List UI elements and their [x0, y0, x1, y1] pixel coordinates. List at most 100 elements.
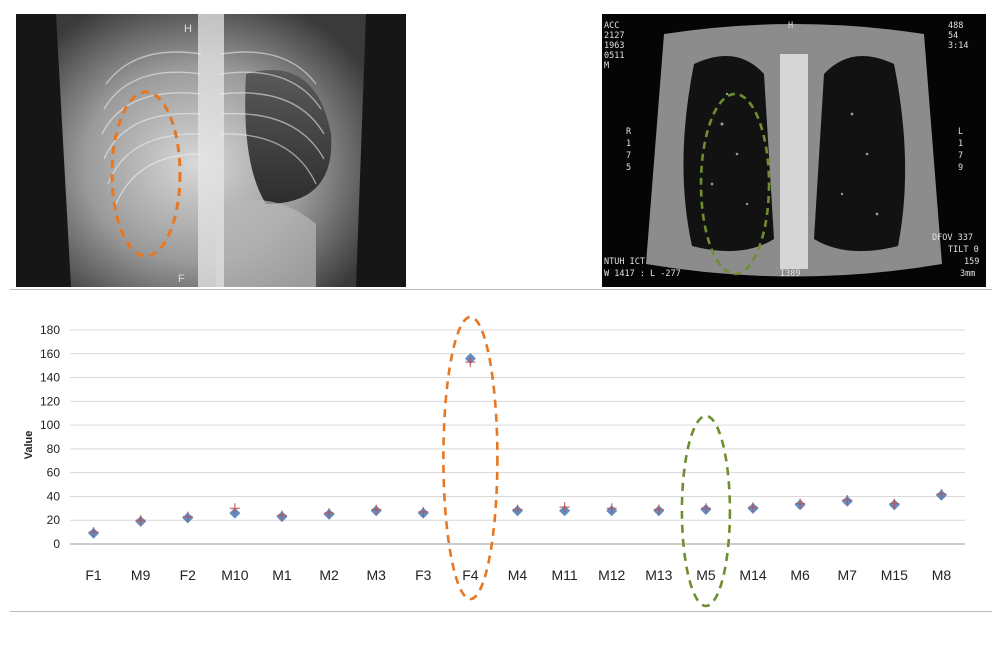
y-tick-labels: 0 20 40 60 80 100 120 140 160 180	[40, 323, 60, 551]
x-tick-label-m2: M2	[319, 567, 339, 583]
ct-right-lung	[683, 56, 774, 252]
y-tick-label: 120	[40, 394, 60, 408]
ct-header-left-2: 1963	[604, 41, 624, 51]
abdomen-shadow	[216, 199, 316, 287]
x-tick-label-m12: M12	[598, 567, 625, 583]
x-tick-label-m13: M13	[645, 567, 672, 583]
ct-footer-right-2: 159	[964, 257, 979, 267]
point-plus-m13	[653, 504, 664, 515]
ct-header-right-0: 488	[948, 21, 963, 31]
ct-header-left-0: ACC	[604, 21, 619, 31]
chart-points	[88, 353, 947, 539]
bottom-divider	[10, 611, 992, 612]
ct-spine-segments	[780, 73, 808, 215]
rib-lines	[101, 51, 325, 210]
ct-side-right-0: L	[958, 127, 963, 137]
highlight-ellipse-m5	[680, 414, 732, 608]
chest-ct-image: ACC 2127 1963 0511 M 488 54 3:14 H R 1 7…	[602, 14, 986, 287]
x-tick-label-m6: M6	[790, 567, 810, 583]
point-plus-m15	[889, 498, 900, 509]
point-plus-m5	[700, 503, 711, 514]
ct-header-left-1: 2127	[604, 31, 624, 41]
y-tick-label: 20	[47, 513, 61, 527]
x-tick-label-m11: M11	[552, 567, 578, 583]
chart-highlights	[442, 315, 732, 608]
x-tick-label-f2: F2	[180, 567, 197, 583]
ct-spine	[780, 54, 808, 269]
ct-side-right-3: 9	[958, 163, 963, 173]
chest-xray-image: H F	[16, 14, 406, 287]
point-plus-m1	[276, 510, 287, 521]
xray-bottom-marker: F	[178, 273, 185, 285]
chest-ct-graphic: ACC 2127 1963 0511 M 488 54 3:14 H R 1 7…	[602, 14, 986, 287]
y-tick-label: 60	[47, 466, 61, 480]
ct-footer-right-0: DFOV 337	[932, 233, 973, 243]
ct-footer-right-3: 3mm	[960, 269, 975, 279]
ct-side-left-0: R	[626, 127, 632, 137]
spine	[198, 14, 224, 287]
ct-header-right-2: 3:14	[948, 41, 968, 51]
point-plus-f4	[465, 357, 476, 368]
point-plus-m6	[795, 498, 806, 509]
ct-footer-right-1: TILT 0	[948, 245, 979, 255]
y-tick-label: 100	[40, 418, 60, 432]
point-plus-m8	[936, 489, 947, 500]
ct-header-right-1: 54	[948, 31, 958, 41]
y-tick-label: 180	[40, 323, 60, 337]
x-tick-label-m1: M1	[272, 567, 292, 583]
chest-xray-graphic: H F	[16, 14, 406, 287]
ct-side-right-1: 1	[958, 139, 963, 149]
chart-grid	[70, 329, 965, 545]
point-plus-m7	[842, 495, 853, 506]
point-plus-m10	[229, 503, 240, 514]
point-plus-m9	[135, 515, 146, 526]
point-plus-m4	[512, 504, 523, 515]
ct-side-left-2: 7	[626, 151, 631, 161]
x-tick-label-m14: M14	[739, 567, 766, 583]
y-axis-title: Value	[23, 431, 35, 460]
point-plus-m14	[748, 502, 759, 513]
point-plus-f2	[182, 511, 193, 522]
point-plus-m2	[324, 508, 335, 519]
point-plus-f3	[418, 506, 429, 517]
top-divider	[10, 289, 992, 290]
xray-top-marker: H	[184, 23, 192, 35]
ct-side-left-3: 5	[626, 163, 631, 173]
point-plus-m11	[559, 502, 570, 513]
ct-footer-left-1: W 1417 : L -277	[604, 269, 681, 279]
y-tick-label: 0	[53, 537, 60, 551]
ct-header-left-4: M	[604, 61, 609, 71]
y-tick-label: 80	[47, 442, 61, 456]
ct-left-lung	[814, 56, 906, 252]
ct-footer-center: I389	[780, 269, 800, 279]
x-tick-label-f1: F1	[85, 567, 102, 583]
highlight-ellipse-f4	[442, 315, 499, 601]
x-tick-label-m15: M15	[881, 567, 908, 583]
ct-highlight-ellipse	[699, 92, 771, 276]
x-tick-label-m8: M8	[932, 567, 952, 583]
ct-header-left-3: 0511	[604, 51, 624, 61]
x-tick-label-f3: F3	[415, 567, 432, 583]
x-tick-labels: F1 M9 F2 M10 M1 M2 M3 F3 F4 M4 M11 M12 M13 M5 M14 M6 M7 M…	[85, 567, 951, 583]
x-tick-label-m5: M5	[696, 567, 716, 583]
ct-overlay-text: ACC 2127 1963 0511 M 488 54 3:14 H R 1 7…	[604, 21, 979, 279]
ct-footer-left-0: NTUH ICT	[604, 257, 645, 267]
y-tick-label: 40	[47, 489, 61, 503]
x-tick-label-m3: M3	[366, 567, 386, 583]
point-plus-m3	[371, 504, 382, 515]
y-tick-label: 160	[40, 347, 60, 361]
x-tick-label-m10: M10	[221, 567, 248, 583]
point-plus-f1	[88, 527, 99, 538]
y-tick-label: 140	[40, 371, 60, 385]
point-plus-m12	[606, 503, 617, 514]
left-lung-field	[245, 70, 332, 204]
ct-side-left-1: 1	[626, 139, 631, 149]
ct-side-right-2: 7	[958, 151, 963, 161]
ct-lung-vessels	[710, 92, 879, 216]
x-tick-label-m9: M9	[131, 567, 151, 583]
x-tick-label-f4: F4	[462, 567, 479, 583]
ct-top-marker: H	[788, 21, 793, 31]
x-tick-label-m7: M7	[838, 567, 858, 583]
x-tick-label-m4: M4	[508, 567, 528, 583]
